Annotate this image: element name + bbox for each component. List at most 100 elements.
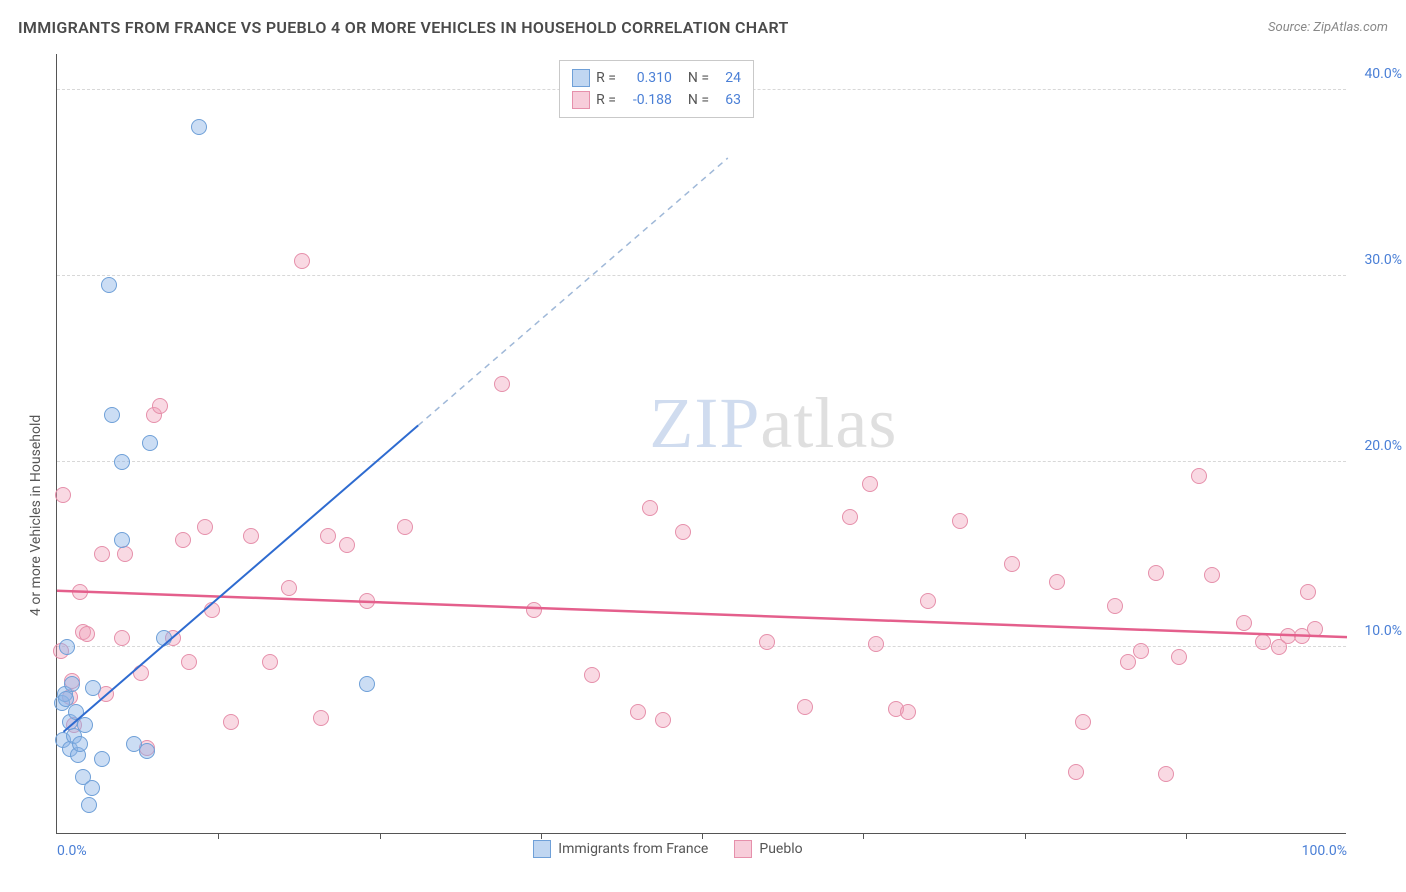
pueblo-marker — [1075, 714, 1091, 730]
stats-legend: R = 0.310 N = 24 R = -0.188 N = 63 — [559, 60, 754, 118]
y-tick-label: 30.0% — [1352, 252, 1402, 268]
legend-label: Immigrants from France — [558, 841, 708, 857]
pueblo-marker — [862, 476, 878, 492]
pueblo-marker — [1300, 584, 1316, 600]
pueblo-marker — [952, 513, 968, 529]
chart-title: IMMIGRANTS FROM FRANCE VS PUEBLO 4 OR MO… — [18, 18, 789, 37]
title-bar: IMMIGRANTS FROM FRANCE VS PUEBLO 4 OR MO… — [18, 18, 1388, 37]
x-tick-mark — [380, 833, 381, 839]
pueblo-marker — [313, 710, 329, 726]
source-attribution: Source: ZipAtlas.com — [1268, 20, 1388, 35]
legend-item: Immigrants from France — [533, 840, 708, 858]
stats-legend-row: R = -0.188 N = 63 — [572, 89, 741, 111]
pueblo-marker — [642, 500, 658, 516]
france-marker — [81, 797, 97, 813]
pueblo-marker — [223, 714, 239, 730]
pueblo-marker — [1191, 468, 1207, 484]
france-marker — [156, 630, 172, 646]
pueblo-marker — [175, 532, 191, 548]
pueblo-marker — [55, 487, 71, 503]
france-marker — [84, 780, 100, 796]
n-label: N = — [688, 89, 709, 111]
x-tick-mark — [541, 833, 542, 839]
pueblo-marker — [1158, 766, 1174, 782]
pueblo-marker — [72, 584, 88, 600]
x-tick-mark — [1025, 833, 1026, 839]
y-tick-label: 20.0% — [1352, 438, 1402, 454]
pueblo-marker — [675, 524, 691, 540]
legend-item: Pueblo — [734, 840, 802, 858]
france-marker — [191, 119, 207, 135]
r-value: 0.310 — [622, 67, 672, 89]
legend-swatch — [572, 69, 590, 87]
pueblo-marker — [94, 546, 110, 562]
pueblo-marker — [1255, 634, 1271, 650]
pueblo-marker — [1004, 556, 1020, 572]
legend-swatch — [572, 91, 590, 109]
trend-lines — [57, 54, 1347, 834]
france-marker — [114, 532, 130, 548]
pueblo-marker — [526, 602, 542, 618]
pueblo-marker — [197, 519, 213, 535]
pueblo-marker — [1133, 643, 1149, 659]
pueblo-marker — [494, 376, 510, 392]
pueblo-marker — [630, 704, 646, 720]
x-tick-label: 0.0% — [57, 843, 87, 859]
pueblo-marker — [900, 704, 916, 720]
gridline — [57, 646, 1346, 647]
x-tick-mark — [863, 833, 864, 839]
pueblo-marker — [152, 398, 168, 414]
france-marker — [64, 676, 80, 692]
legend-swatch — [533, 840, 551, 858]
pueblo-marker — [797, 699, 813, 715]
stats-legend-row: R = 0.310 N = 24 — [572, 67, 741, 89]
pueblo-marker — [1107, 598, 1123, 614]
y-tick-label: 40.0% — [1352, 66, 1402, 82]
pueblo-marker — [262, 654, 278, 670]
n-value: 24 — [715, 67, 741, 89]
pueblo-marker — [281, 580, 297, 596]
pueblo-marker — [920, 593, 936, 609]
france-marker — [77, 717, 93, 733]
france-marker — [104, 407, 120, 423]
gridline — [57, 461, 1346, 462]
n-value: 63 — [715, 89, 741, 111]
y-axis-label: 4 or more Vehicles in Household — [28, 414, 44, 615]
france-marker — [139, 743, 155, 759]
r-label: R = — [596, 67, 616, 89]
pueblo-marker — [397, 519, 413, 535]
pueblo-marker — [181, 654, 197, 670]
x-tick-mark — [702, 833, 703, 839]
pueblo-marker — [79, 626, 95, 642]
pueblo-marker — [655, 712, 671, 728]
pueblo-marker — [1049, 574, 1065, 590]
pueblo-marker — [868, 636, 884, 652]
pueblo-marker — [359, 593, 375, 609]
pueblo-marker — [1148, 565, 1164, 581]
pueblo-marker — [320, 528, 336, 544]
pueblo-marker — [1204, 567, 1220, 583]
x-tick-mark — [218, 833, 219, 839]
pueblo-marker — [117, 546, 133, 562]
france-marker — [142, 435, 158, 451]
pueblo-marker — [1307, 621, 1323, 637]
france-marker — [94, 751, 110, 767]
n-label: N = — [688, 67, 709, 89]
y-tick-label: 10.0% — [1352, 623, 1402, 639]
pueblo-marker — [842, 509, 858, 525]
pueblo-marker — [1120, 654, 1136, 670]
pueblo-marker — [114, 630, 130, 646]
legend-label: Pueblo — [759, 841, 802, 857]
series-legend: Immigrants from France Pueblo — [533, 840, 802, 858]
pueblo-marker — [133, 665, 149, 681]
france-marker — [59, 639, 75, 655]
france-marker — [85, 680, 101, 696]
x-tick-label: 100.0% — [1302, 843, 1347, 859]
pueblo-marker — [584, 667, 600, 683]
x-tick-mark — [1186, 833, 1187, 839]
r-value: -0.188 — [622, 89, 672, 111]
france-marker — [359, 676, 375, 692]
pueblo-marker — [294, 253, 310, 269]
pueblo-marker — [759, 634, 775, 650]
r-label: R = — [596, 89, 616, 111]
